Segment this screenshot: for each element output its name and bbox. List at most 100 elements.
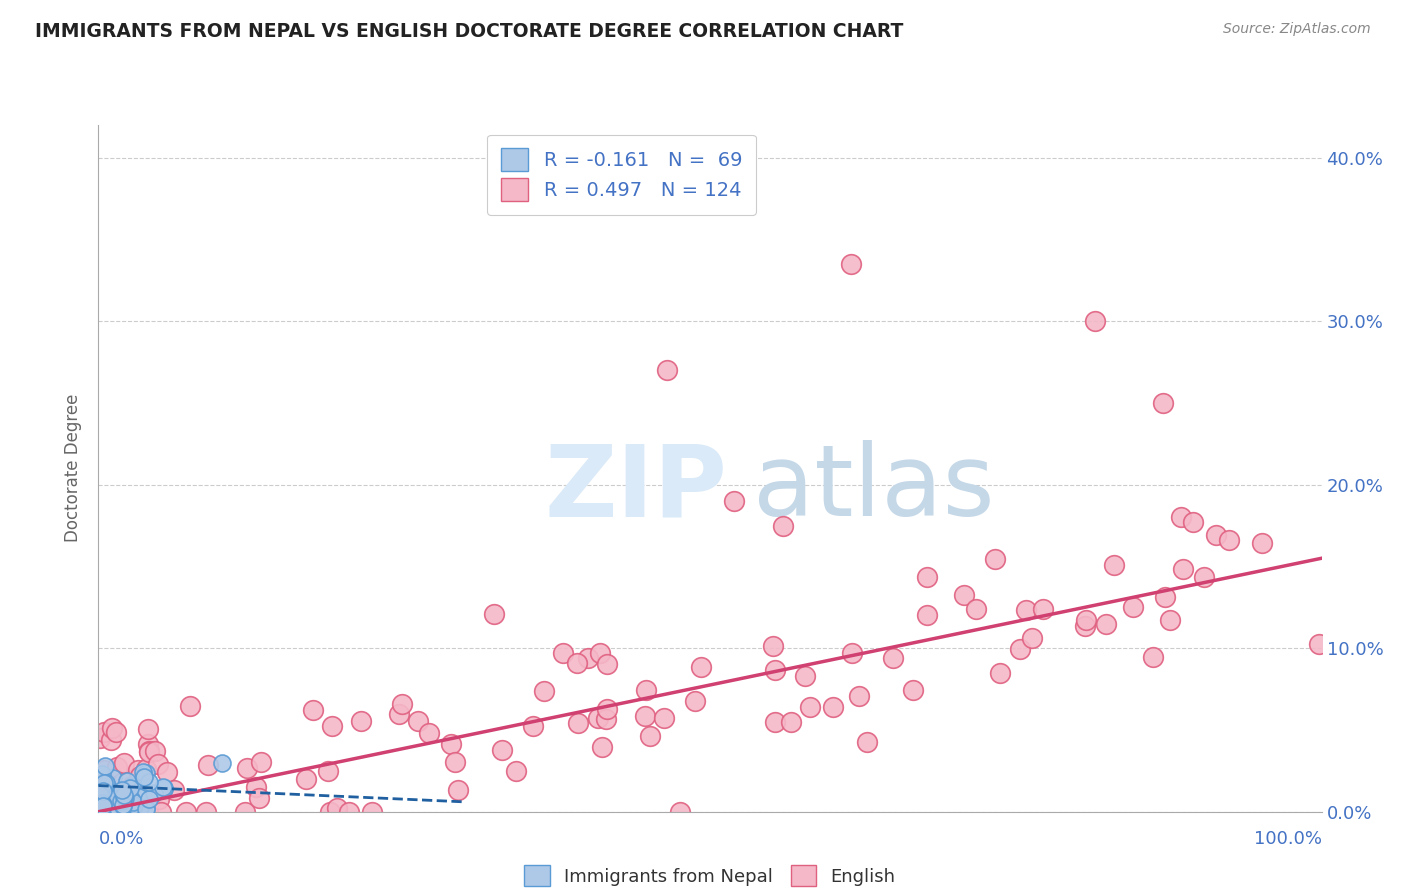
Point: [91, 796, 114, 810]
Point: [89, 778, 111, 792]
Point: [90, 767, 112, 781]
Point: [111, 797, 134, 812]
Point: [127, 789, 149, 803]
Point: [657, 363, 679, 377]
Point: [94, 793, 117, 807]
Point: [915, 569, 938, 583]
Point: [91, 798, 114, 813]
Point: [100, 803, 122, 817]
Point: [337, 805, 360, 819]
Point: [443, 755, 465, 769]
Point: [89, 731, 111, 746]
Point: [1074, 618, 1097, 632]
Point: [233, 805, 256, 819]
Text: atlas: atlas: [752, 441, 994, 537]
Point: [121, 779, 143, 793]
Point: [418, 726, 440, 740]
Point: [841, 646, 863, 660]
Point: [122, 795, 145, 809]
Point: [96, 803, 118, 817]
Point: [984, 552, 1007, 566]
Point: [89, 792, 111, 806]
Point: [93, 805, 115, 819]
Point: [120, 790, 142, 805]
Point: [316, 764, 339, 778]
Point: [1218, 533, 1240, 547]
Point: [793, 668, 815, 682]
Point: [586, 710, 609, 724]
Point: [636, 682, 658, 697]
Point: [301, 703, 323, 717]
Point: [236, 761, 259, 775]
Point: [96, 777, 118, 791]
Point: [122, 801, 145, 815]
Point: [101, 801, 124, 815]
Point: [110, 784, 132, 798]
Point: [1021, 631, 1043, 645]
Point: [90, 805, 112, 819]
Point: [1308, 637, 1330, 651]
Point: [952, 588, 974, 602]
Text: ZIP: ZIP: [546, 441, 728, 537]
Point: [522, 719, 544, 733]
Point: [763, 714, 786, 729]
Point: [1152, 396, 1174, 410]
Point: [89, 769, 111, 783]
Point: [589, 646, 612, 660]
Point: [1182, 516, 1205, 530]
Point: [1192, 570, 1215, 584]
Point: [567, 716, 589, 731]
Point: [1076, 613, 1098, 627]
Point: [505, 764, 527, 778]
Point: [93, 764, 115, 778]
Text: Source: ZipAtlas.com: Source: ZipAtlas.com: [1223, 22, 1371, 37]
Point: [965, 601, 987, 615]
Point: [100, 789, 122, 803]
Point: [93, 725, 115, 739]
Point: [135, 801, 157, 815]
Point: [553, 646, 575, 660]
Point: [596, 702, 619, 716]
Point: [482, 607, 505, 621]
Point: [121, 779, 143, 793]
Point: [447, 783, 470, 797]
Point: [115, 791, 138, 805]
Point: [87, 790, 110, 805]
Point: [138, 745, 160, 759]
Point: [245, 780, 267, 794]
Point: [247, 791, 270, 805]
Point: [127, 763, 149, 777]
Point: [121, 801, 143, 815]
Text: 100.0%: 100.0%: [1254, 830, 1322, 847]
Point: [388, 707, 411, 722]
Point: [101, 792, 124, 806]
Point: [128, 769, 150, 783]
Point: [111, 804, 134, 818]
Point: [112, 789, 135, 804]
Point: [408, 714, 430, 728]
Point: [901, 682, 924, 697]
Point: [101, 787, 124, 801]
Point: [319, 805, 342, 819]
Point: [91, 798, 114, 813]
Point: [640, 729, 662, 743]
Point: [138, 723, 160, 737]
Point: [96, 775, 118, 789]
Point: [129, 799, 152, 814]
Point: [105, 802, 128, 816]
Point: [110, 798, 132, 813]
Point: [110, 805, 132, 819]
Point: [683, 694, 706, 708]
Point: [163, 782, 186, 797]
Point: [93, 780, 115, 795]
Point: [321, 719, 343, 733]
Point: [1015, 603, 1038, 617]
Point: [1032, 602, 1054, 616]
Point: [250, 755, 273, 769]
Point: [124, 798, 146, 813]
Point: [848, 689, 870, 703]
Point: [576, 651, 599, 665]
Point: [839, 257, 862, 271]
Point: [772, 518, 794, 533]
Point: [596, 657, 619, 671]
